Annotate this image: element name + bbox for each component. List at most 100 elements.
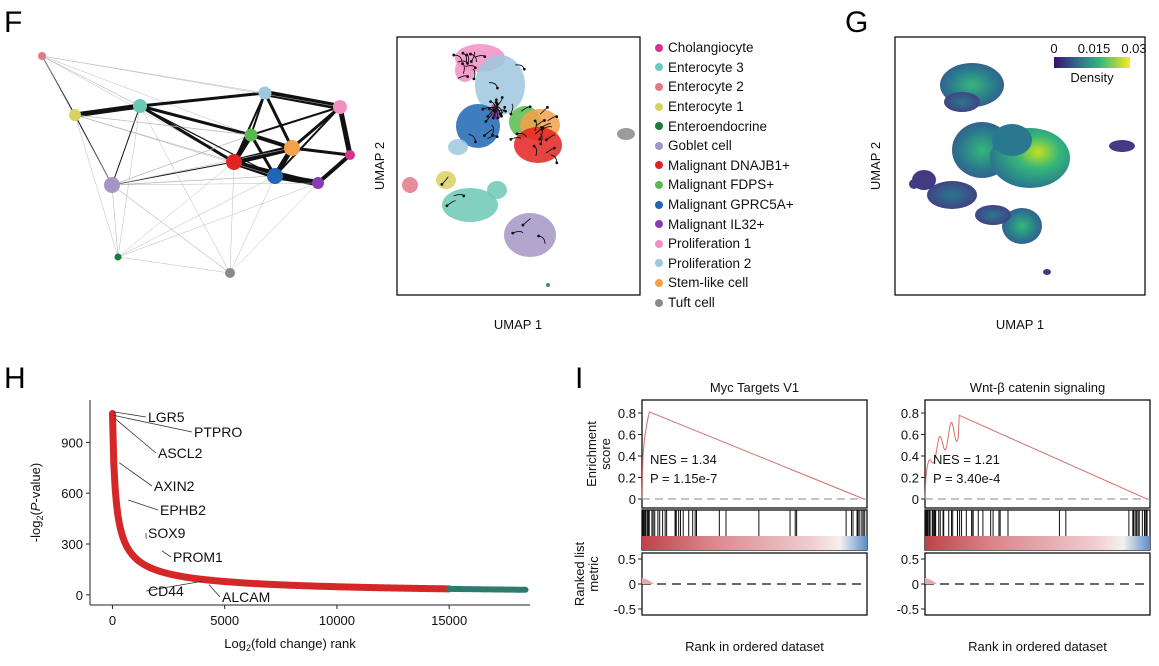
velocity-arrow-head <box>469 52 472 56</box>
panel-letter-i: I <box>575 362 584 395</box>
velocity-arrow-head <box>542 119 546 122</box>
gene-label: EPHB2 <box>160 502 206 518</box>
panel-letter-f: F <box>4 6 23 39</box>
legend-label: Malignant DNAJB1+ <box>668 157 790 173</box>
enrichment-curve <box>924 414 1148 500</box>
legend-dot-icon <box>655 200 663 209</box>
velocity-arrow-head <box>532 144 536 148</box>
gsea-enrichment-frame <box>641 399 868 509</box>
umap-cluster <box>617 128 635 140</box>
velocity-arrow-head <box>483 55 487 59</box>
legend-label: Enterocyte 1 <box>668 99 744 115</box>
velocity-arrow-head <box>440 182 444 186</box>
velocity-arrow-head <box>491 116 495 120</box>
legend-dot-icon <box>655 220 663 229</box>
density-x-label: UMAP 1 <box>996 317 1044 332</box>
umap-cluster <box>546 283 550 287</box>
legend-label: Proliferation 2 <box>668 255 752 271</box>
velocity-arrow-head <box>541 126 545 130</box>
legend-label: Cholangiocyte <box>668 40 754 56</box>
network-node <box>104 177 120 193</box>
umap-cluster <box>487 181 507 199</box>
gsea-metric-tick-label: 0 <box>912 577 919 592</box>
gsea-pvalue: P = 1.15e-7 <box>650 471 717 486</box>
network-edge <box>316 153 352 185</box>
umap-cluster <box>402 177 418 193</box>
network-edge <box>274 106 341 177</box>
h-x-tick-label: 10000 <box>319 613 355 628</box>
network-edge <box>111 161 235 186</box>
velocity-arrow <box>522 218 531 226</box>
gsea-metric-tick-label: -0.5 <box>614 602 636 617</box>
velocity-arrow-head <box>484 119 488 123</box>
velocity-arrow-head <box>504 109 507 113</box>
umap-frame <box>396 36 641 296</box>
gene-callout-line <box>118 462 153 487</box>
network-node <box>38 52 46 60</box>
velocity-arrow-head <box>488 107 491 111</box>
legend-label: Enteroendocrine <box>668 118 768 134</box>
rank-scatter-plot: 0 300 600 900 0 5000 10000 15000 Log2(fold chang… <box>28 400 530 653</box>
legend-dot-icon <box>655 63 663 72</box>
network-edge <box>111 184 119 258</box>
legend-label: Enterocyte 2 <box>668 79 744 95</box>
legend-item: Tuft cell <box>655 293 840 313</box>
gsea-y-tick-label: 0.4 <box>901 449 919 464</box>
legend-label: Stem-like cell <box>668 275 749 291</box>
velocity-arrow-head <box>509 137 513 141</box>
velocity-arrow-head <box>461 51 465 55</box>
gsea-y-tick-label: 0.6 <box>618 428 636 443</box>
network-edge <box>263 92 294 149</box>
legend-label: Malignant GPRC5A+ <box>668 197 794 213</box>
velocity-arrow-head <box>481 107 485 111</box>
gsea-x-label: Rank in ordered dataset <box>968 639 1107 654</box>
legend-label: Malignant FDPS+ <box>668 177 775 193</box>
velocity-arrow-head <box>511 231 515 235</box>
velocity-arrow-head <box>503 105 507 109</box>
density-cells <box>909 63 1135 275</box>
velocity-arrow-head <box>509 112 513 116</box>
density-frame <box>894 36 1146 296</box>
legend-dot-icon <box>655 239 663 248</box>
network-edge <box>41 55 252 136</box>
h-y-label: -log2(P-value) <box>28 463 45 542</box>
umap-density-plot: 0 0.015 0.03 Density UMAP 1 UMAP 2 <box>868 36 1147 332</box>
legend-dot-icon <box>655 161 663 170</box>
network-edge <box>139 104 252 137</box>
gsea-metric-tick-label: 0.5 <box>901 552 919 567</box>
network-node <box>345 150 355 160</box>
velocity-arrow-head <box>539 142 543 146</box>
gsea-y-tick-label: 0.4 <box>618 449 636 464</box>
velocity-arrow-head <box>496 116 500 120</box>
velocity-arrow-head <box>473 66 477 70</box>
network-node <box>267 168 283 184</box>
network-edge <box>117 175 276 258</box>
gsea-metric-tick-label: 0 <box>629 577 636 592</box>
gsea-nes: NES = 1.21 <box>933 452 1000 467</box>
density-y-label: UMAP 2 <box>868 142 883 190</box>
umap-cluster <box>514 127 562 163</box>
density-colorbar <box>1054 57 1130 68</box>
velocity-arrow <box>487 108 495 117</box>
legend-item: Enterocyte 2 <box>655 77 840 97</box>
umap-cluster <box>448 139 468 155</box>
network-edge <box>117 161 235 258</box>
gsea-metric-tick-label: -0.5 <box>897 602 919 617</box>
network-node <box>114 253 122 261</box>
gsea-y-tick-label: 0.6 <box>901 428 919 443</box>
velocity-arrow-head <box>452 53 456 57</box>
ranked-heat-strip <box>642 536 867 550</box>
legend-item: Enterocyte 1 <box>655 97 840 117</box>
h-nonsignificant-genes <box>446 585 529 593</box>
velocity-arrow <box>441 176 449 185</box>
velocity-arrow-head <box>552 146 556 150</box>
velocity-arrow <box>484 129 493 136</box>
gene-callout-line <box>113 414 193 433</box>
velocity-arrow-head <box>462 194 466 198</box>
gsea-pvalue: P = 3.40e-4 <box>933 471 1000 486</box>
legend-dot-icon <box>655 259 663 268</box>
gsea-nes: NES = 1.34 <box>650 452 717 467</box>
gsea-title: Wnt-β catenin signaling <box>970 380 1105 395</box>
velocity-arrow-head <box>544 138 548 142</box>
gene-label: PROM1 <box>173 549 223 565</box>
